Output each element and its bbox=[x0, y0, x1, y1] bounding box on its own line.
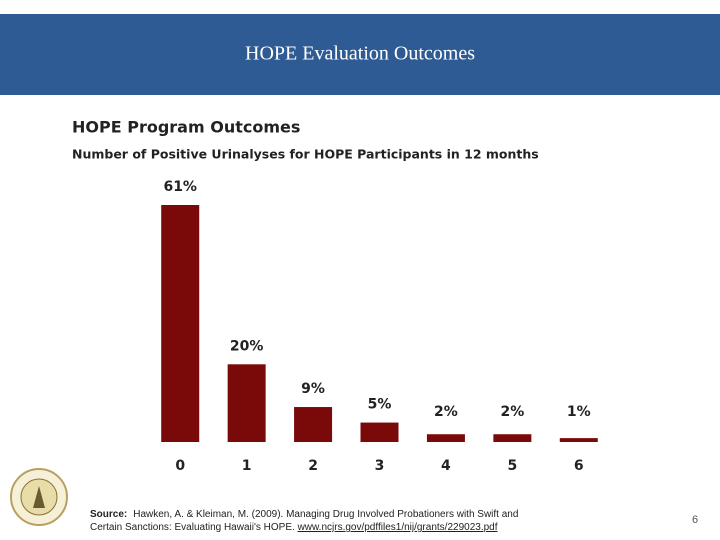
bar bbox=[161, 205, 200, 442]
seal bbox=[10, 468, 68, 526]
x-tick-label: 2 bbox=[308, 458, 318, 474]
source-link[interactable]: www.ncjrs.gov/pdffiles1/nij/grants/22902… bbox=[297, 522, 498, 533]
x-tick-label: 6 bbox=[574, 458, 584, 474]
x-tick-label: 5 bbox=[507, 458, 517, 474]
bar bbox=[493, 434, 532, 442]
bar bbox=[426, 434, 465, 442]
bar bbox=[227, 364, 266, 442]
bar bbox=[360, 422, 399, 442]
value-label: 1% bbox=[567, 404, 591, 420]
value-label: 2% bbox=[434, 404, 458, 420]
page-number: 6 bbox=[692, 514, 698, 526]
source-line2: Certain Sanctions: Evaluating Hawaii's H… bbox=[90, 522, 298, 533]
slide-title: HOPE Evaluation Outcomes bbox=[245, 43, 475, 65]
source-label: Source: bbox=[90, 509, 127, 520]
x-tick-label: 1 bbox=[242, 458, 252, 474]
source-2: Certain Sanctions: Evaluating Hawaii's H… bbox=[90, 522, 498, 533]
seal-figure bbox=[33, 486, 45, 508]
value-label: 20% bbox=[230, 338, 264, 354]
source: Source: Hawken, A. & Kleiman, M. (2009). … bbox=[90, 509, 518, 520]
header-band bbox=[0, 14, 720, 95]
value-label: 9% bbox=[301, 381, 325, 397]
value-label: 61% bbox=[163, 179, 197, 195]
chart-title: HOPE Program Outcomes bbox=[72, 118, 300, 137]
chart-subtitle: Number of Positive Urinalyses for HOPE P… bbox=[72, 147, 539, 162]
value-label: 5% bbox=[368, 397, 392, 413]
bar bbox=[294, 407, 333, 442]
source-line1: Hawken, A. & Kleiman, M. (2009). Managin… bbox=[133, 509, 518, 520]
value-label: 2% bbox=[500, 404, 524, 420]
x-tick-label: 4 bbox=[441, 458, 451, 474]
x-tick-label: 0 bbox=[175, 458, 185, 474]
bar bbox=[559, 438, 598, 442]
x-tick-label: 3 bbox=[375, 458, 385, 474]
